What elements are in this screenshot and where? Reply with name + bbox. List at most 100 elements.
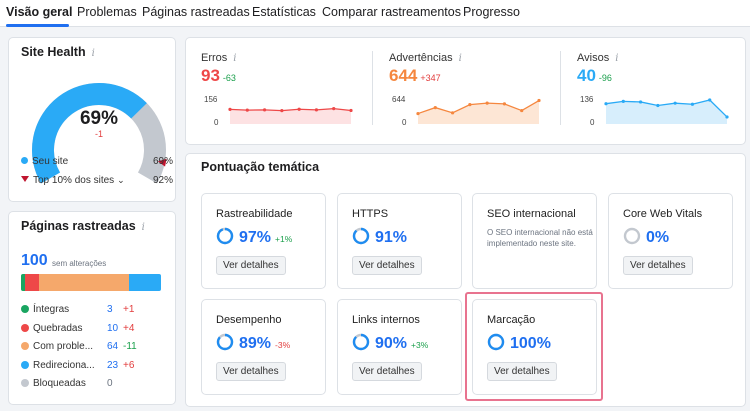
sparkline-point — [537, 98, 541, 103]
site-health-title: Site Health i — [21, 45, 95, 59]
sparkline-point — [520, 108, 524, 113]
status-dot-icon — [21, 342, 29, 350]
row-label: Íntegras — [33, 304, 70, 315]
thematic-tile: SEO internacional O SEO internacional não… — [472, 193, 597, 289]
issues-summary-card: Erros i 93 -63 156 0 Advertências i 644 +347 644 0 A… — [185, 37, 746, 145]
metric-value[interactable]: 644 — [389, 66, 418, 85]
sparkline-point — [656, 103, 660, 108]
tile-name: HTTPS — [352, 208, 389, 220]
sparkline-tick-top: 156 — [204, 95, 218, 104]
metric-value-wrap: 40 -96 — [577, 66, 612, 86]
info-icon[interactable]: i — [458, 53, 462, 64]
sparkline-line — [417, 99, 540, 115]
metric-errors: Erros i 93 -63 156 0 — [201, 38, 366, 127]
chevron-down-icon[interactable]: ⌄ — [117, 175, 125, 185]
info-icon[interactable]: i — [233, 53, 237, 64]
tile-score[interactable]: 100% — [510, 335, 551, 352]
tab-issues[interactable]: Problemas — [77, 5, 137, 19]
tile-delta: -3% — [275, 340, 291, 350]
row-label: Redireciona... — [33, 359, 95, 371]
status-dot-icon — [21, 305, 29, 313]
sparkline-area — [230, 108, 351, 124]
sparkline-point — [332, 107, 336, 111]
metric-label: Erros i — [201, 52, 236, 64]
sparkline-point — [468, 103, 472, 107]
row-value[interactable]: 0 — [107, 378, 113, 389]
sparkline-point — [690, 102, 695, 106]
sparkline-area — [606, 100, 727, 124]
sparkline-point — [485, 101, 489, 105]
tile-score[interactable]: 0% — [646, 229, 670, 246]
legend-top10-pct: 92% — [152, 175, 173, 186]
row-label: Com proble... — [33, 341, 94, 352]
row-value[interactable]: 23 — [107, 359, 119, 371]
metric-value[interactable]: 93 — [201, 66, 220, 85]
sparkline-point — [673, 101, 677, 105]
tab-compare-crawls[interactable]: Comparar rastreamentos — [322, 5, 461, 19]
legend-top10[interactable]: Top 10% dos sites ⌄ 92% — [21, 175, 173, 186]
row-value[interactable]: 3 — [107, 304, 113, 315]
view-details-button[interactable]: Ver detalhes — [623, 256, 693, 275]
row-delta: -11 — [123, 341, 137, 352]
legend-top10-label: Top 10% dos sites — [33, 175, 115, 186]
view-details-button[interactable]: Ver detalhes — [216, 362, 286, 381]
view-details-button[interactable]: Ver detalhes — [216, 256, 286, 275]
status-dot-icon — [21, 323, 29, 332]
sparkline-point — [280, 109, 284, 113]
score-ring-icon — [623, 227, 641, 245]
score-ring-icon — [487, 333, 505, 351]
tab-overview[interactable]: Visão geral — [6, 5, 73, 19]
sparkline-tick-top: 136 — [580, 95, 594, 104]
crawled-pages-title-text: Páginas rastreadas — [21, 219, 136, 233]
score-ring-icon — [216, 333, 234, 351]
score-ring-icon — [352, 227, 370, 245]
tile-score-wrap: 100% — [487, 333, 551, 353]
sparkline-point — [416, 111, 420, 116]
view-details-button[interactable]: Ver detalhes — [352, 256, 422, 275]
crawled-pages-row[interactable]: Íntegras 3 +1 — [21, 304, 181, 315]
stack-segment — [128, 274, 161, 291]
score-ring-icon — [352, 333, 370, 351]
tile-score[interactable]: 90% — [375, 335, 408, 352]
tab-crawled-pages[interactable]: Páginas rastreadas — [142, 5, 250, 19]
view-details-button[interactable]: Ver detalhes — [352, 362, 422, 381]
crawled-pages-total[interactable]: 100 — [21, 252, 48, 269]
row-label: Bloqueadas — [33, 378, 86, 389]
thematic-score-card: Pontuação temática Rastreabilidade 97% +1%… — [185, 153, 746, 407]
stack-segment — [39, 274, 129, 291]
highlight-frame — [465, 292, 603, 401]
tile-name: Links internos — [352, 314, 420, 326]
sparkline-point — [314, 108, 319, 112]
tab-progress[interactable]: Progresso — [463, 5, 520, 19]
row-value[interactable]: 10 — [107, 322, 119, 334]
crawled-pages-row[interactable]: Bloqueadas 0 — [21, 378, 181, 389]
sparkline-point — [433, 106, 437, 110]
sparkline-point — [262, 108, 267, 112]
tab-statistics[interactable]: Estatísticas — [252, 5, 316, 19]
crawled-pages-title: Páginas rastreadas i — [21, 219, 145, 233]
view-details-button[interactable]: Ver detalhes — [487, 362, 557, 381]
crawled-pages-row[interactable]: Com proble... 64 -11 — [21, 341, 181, 352]
tile-score-wrap: 89% -3% — [216, 333, 290, 353]
tile-name: Core Web Vitals — [623, 208, 703, 220]
thematic-tile: HTTPS 91% Ver detalhes — [337, 193, 462, 289]
tile-score[interactable]: 97% — [239, 229, 272, 246]
info-icon[interactable]: i — [615, 53, 619, 64]
crawled-pages-row[interactable]: Redireciona... 23 +6 — [21, 360, 181, 371]
crawled-pages-row[interactable]: Quebradas 10 +4 — [21, 323, 181, 334]
sparkline-tick-bottom: 0 — [214, 118, 219, 127]
sparkline — [416, 98, 541, 124]
sparkline-point — [502, 102, 507, 106]
tile-score[interactable]: 91% — [375, 229, 408, 246]
legend-your-site: Seu site 69% — [21, 156, 173, 167]
info-icon[interactable]: i — [91, 48, 95, 59]
metric-value[interactable]: 40 — [577, 66, 596, 85]
row-value[interactable]: 64 — [107, 341, 119, 352]
site-health-title-text: Site Health — [21, 45, 86, 59]
info-icon[interactable]: i — [141, 222, 145, 233]
sparkline-tick-bottom: 0 — [402, 118, 407, 127]
score-ring-icon — [216, 227, 234, 245]
tile-score[interactable]: 89% — [239, 335, 272, 352]
tile-score-wrap: 91% — [352, 227, 407, 247]
metric-delta: -96 — [598, 73, 612, 83]
